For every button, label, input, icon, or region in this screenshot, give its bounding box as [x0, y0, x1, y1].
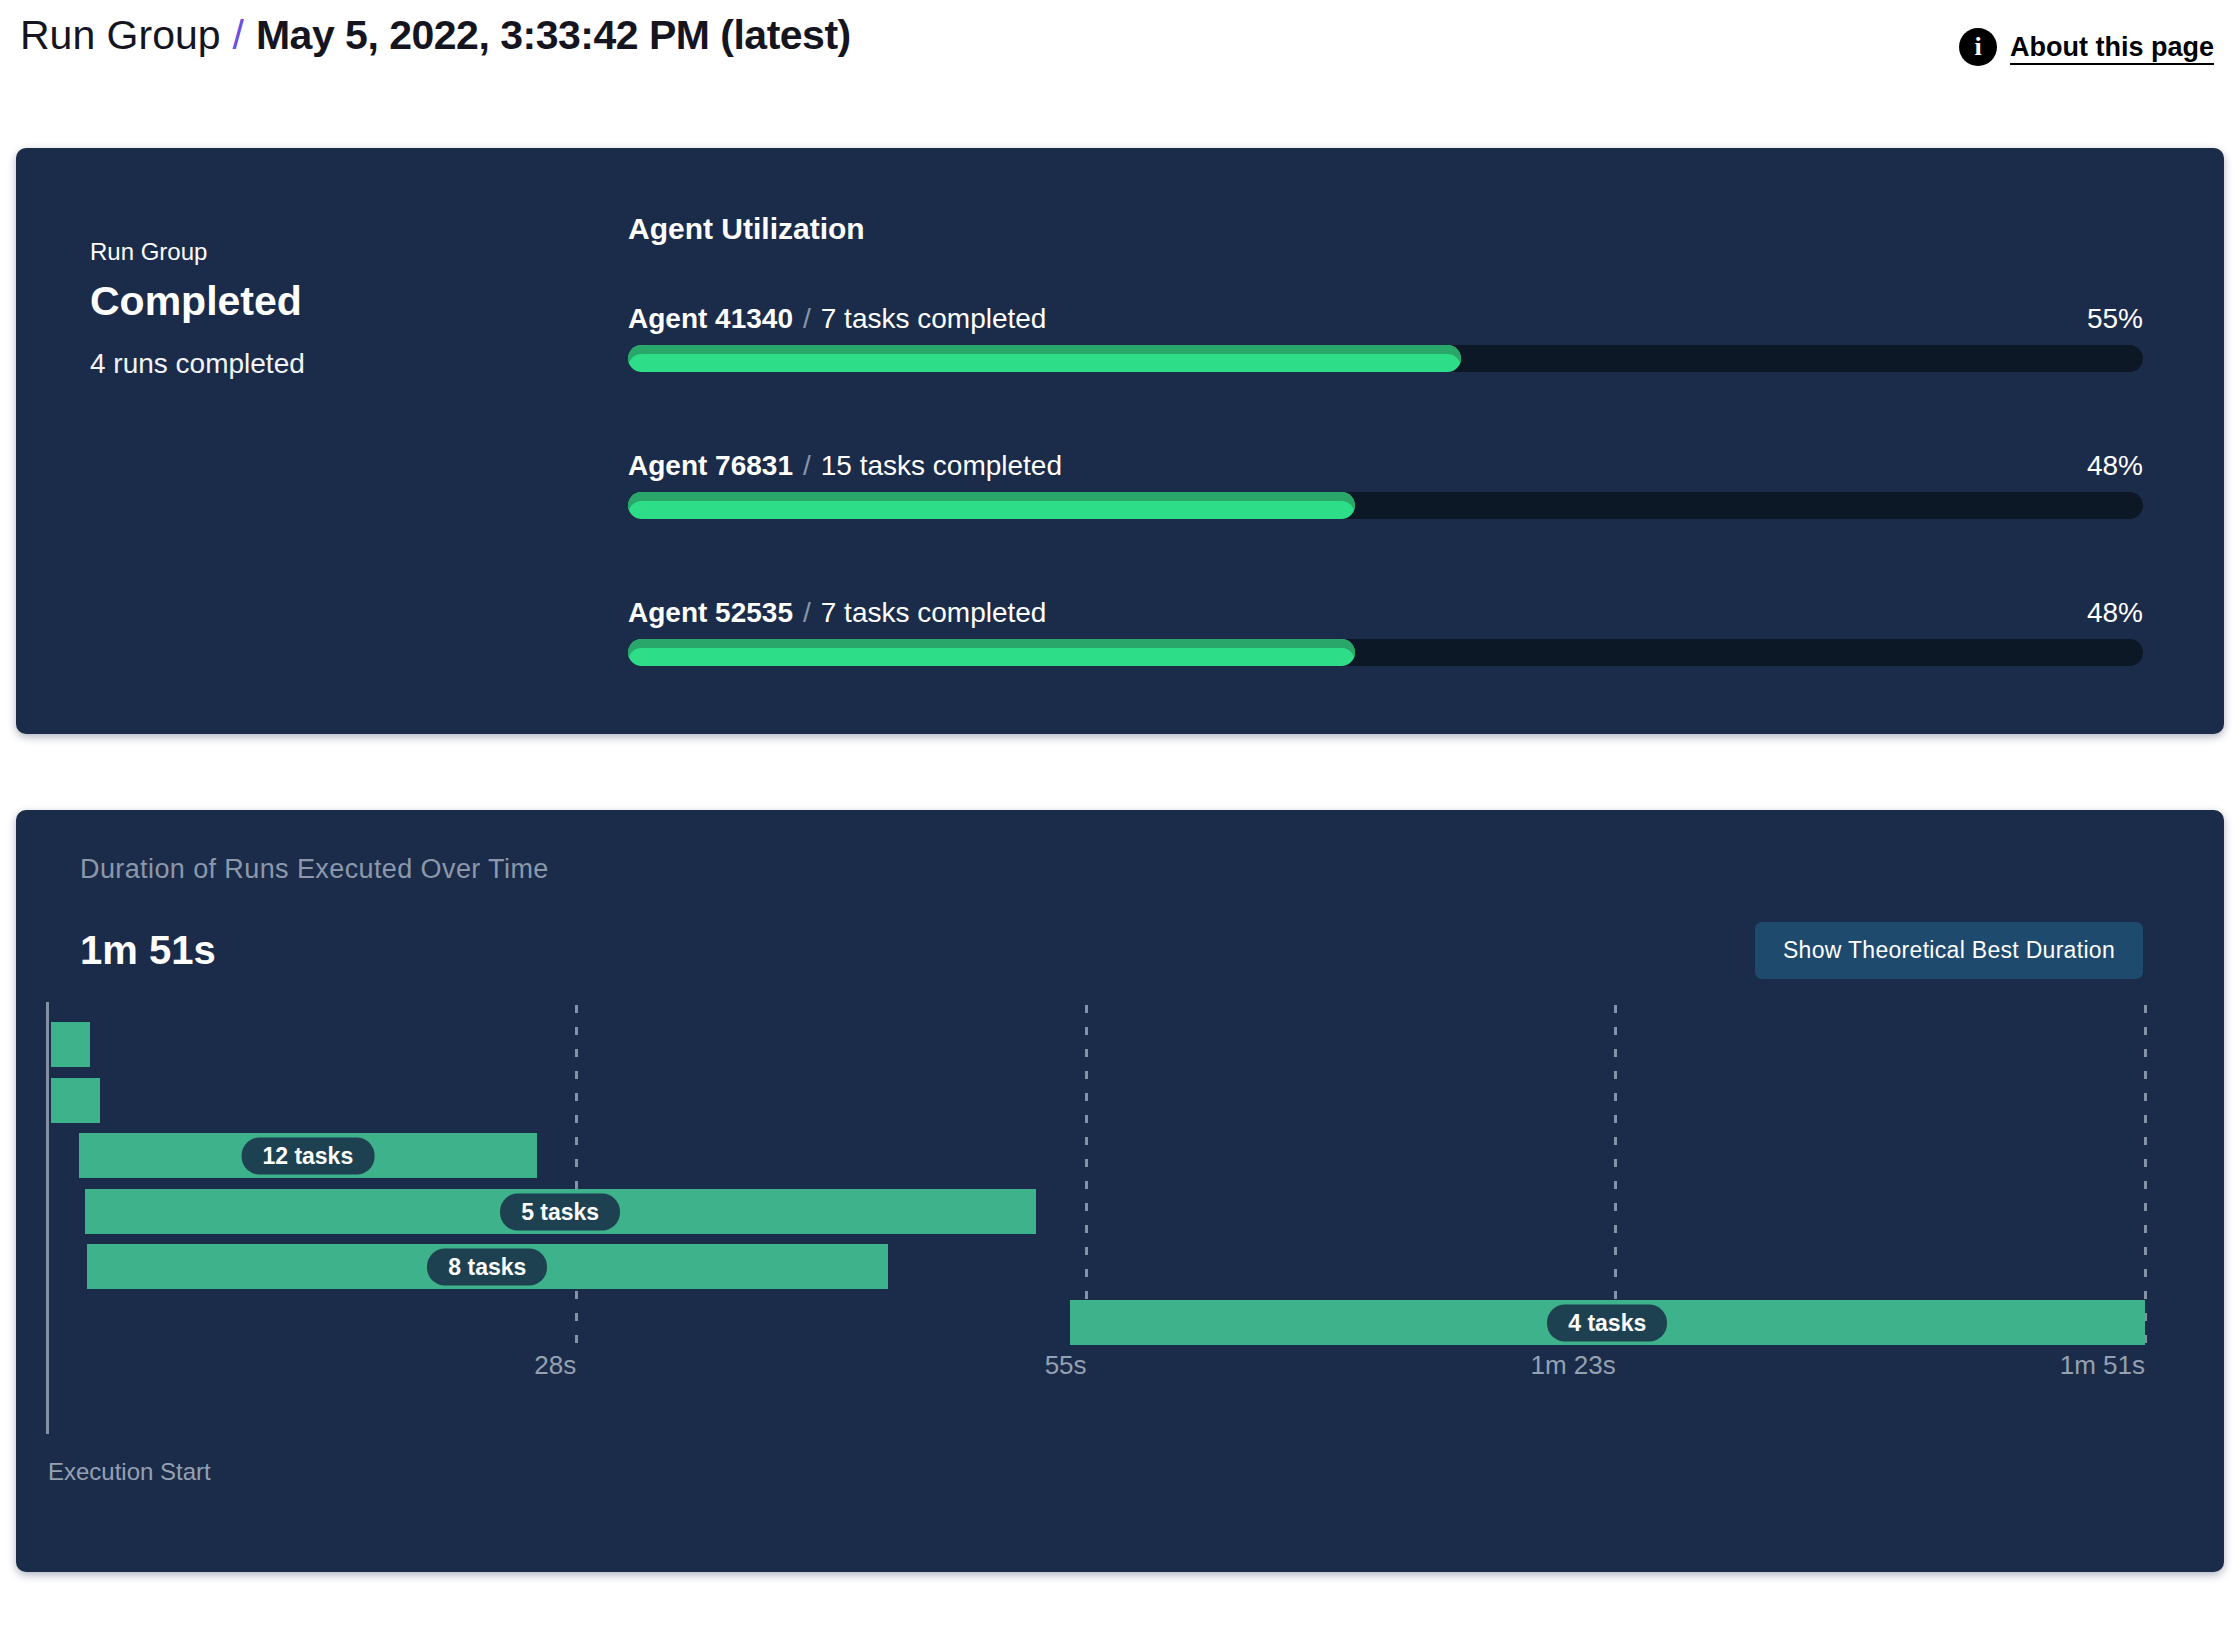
agent-name: Agent 52535	[628, 597, 793, 628]
agent-utilization-percent: 55%	[2087, 303, 2143, 335]
agent-tasks-completed: 15 tasks completed	[821, 450, 1062, 481]
gridline-1m23s	[1614, 1005, 1617, 1347]
agent-utilization-track	[628, 492, 2143, 519]
agent-row: Agent 76831 / 15 tasks completed 48%	[628, 450, 2143, 530]
x-tick-55s: 55s	[867, 1350, 1087, 1381]
execution-start-label: Execution Start	[48, 1458, 211, 1486]
run-bar[interactable]: 12 tasks	[79, 1133, 536, 1178]
agent-row: Agent 52535 / 7 tasks completed 48%	[628, 597, 2143, 677]
agent-tasks-completed: 7 tasks completed	[821, 597, 1047, 628]
agent-utilization-track	[628, 345, 2143, 372]
agent-label: Agent 52535 / 7 tasks completed	[628, 597, 1046, 629]
task-count-pill: 8 tasks	[427, 1248, 547, 1285]
agent-utilization-title: Agent Utilization	[628, 212, 865, 246]
about-this-page-link[interactable]: i About this page	[1959, 28, 2214, 66]
run-bar[interactable]: 8 tasks	[87, 1244, 888, 1289]
agent-label-separator: /	[803, 597, 811, 628]
gridline-55s	[1085, 1005, 1088, 1347]
x-tick-28s: 28s	[356, 1350, 576, 1381]
breadcrumb: Run Group / May 5, 2022, 3:33:42 PM (lates…	[20, 12, 851, 59]
agent-label: Agent 76831 / 15 tasks completed	[628, 450, 1062, 482]
about-this-page-label[interactable]: About this page	[2010, 32, 2214, 63]
agent-utilization-track	[628, 639, 2143, 666]
duration-gantt-chart: 12 tasks 5 tasks 8 tasks 4 tasks 28s 55s…	[16, 810, 2224, 1572]
run-bar[interactable]	[51, 1078, 100, 1123]
execution-start-axis-line	[46, 1002, 49, 1434]
agent-label-separator: /	[803, 303, 811, 334]
page-title: May 5, 2022, 3:33:42 PM (latest)	[256, 12, 851, 58]
gridline-28s	[575, 1005, 578, 1347]
agent-utilization-fill	[628, 492, 1355, 519]
run-bar[interactable]	[51, 1022, 91, 1067]
runs-completed-count: 4 runs completed	[90, 348, 305, 380]
info-icon: i	[1959, 28, 1997, 66]
task-count-pill: 4 tasks	[1547, 1304, 1667, 1341]
gridline-1m51s	[2144, 1005, 2147, 1347]
agent-label-separator: /	[803, 450, 811, 481]
task-count-pill: 12 tasks	[241, 1137, 374, 1174]
agent-label: Agent 41340 / 7 tasks completed	[628, 303, 1046, 335]
agent-tasks-completed: 7 tasks completed	[821, 303, 1047, 334]
run-bar[interactable]: 5 tasks	[85, 1189, 1036, 1234]
run-group-summary-panel: Run Group Completed 4 runs completed Age…	[16, 148, 2224, 734]
agent-utilization-fill	[628, 345, 1461, 372]
agent-utilization-percent: 48%	[2087, 450, 2143, 482]
run-bar[interactable]: 4 tasks	[1070, 1300, 2145, 1345]
agent-utilization-percent: 48%	[2087, 597, 2143, 629]
duration-panel: Duration of Runs Executed Over Time 1m 5…	[16, 810, 2224, 1572]
page-header: Run Group / May 5, 2022, 3:33:42 PM (lates…	[0, 0, 2240, 110]
agent-utilization-fill	[628, 639, 1355, 666]
breadcrumb-separator: /	[233, 12, 244, 58]
agent-name: Agent 76831	[628, 450, 793, 481]
x-tick-1m23s: 1m 23s	[1396, 1350, 1616, 1381]
run-group-status: Completed	[90, 278, 302, 325]
run-group-eyebrow: Run Group	[90, 238, 207, 266]
task-count-pill: 5 tasks	[500, 1193, 620, 1230]
x-tick-1m51s: 1m 51s	[1925, 1350, 2145, 1381]
agent-row: Agent 41340 / 7 tasks completed 55%	[628, 303, 2143, 383]
agent-name: Agent 41340	[628, 303, 793, 334]
breadcrumb-run-group[interactable]: Run Group	[20, 12, 221, 58]
